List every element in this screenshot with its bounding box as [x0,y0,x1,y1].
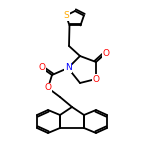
Text: N: N [65,64,71,73]
Text: O: O [45,83,52,93]
Text: O: O [93,74,100,83]
Text: O: O [102,48,109,57]
Text: S: S [63,11,69,20]
Text: O: O [38,64,45,73]
